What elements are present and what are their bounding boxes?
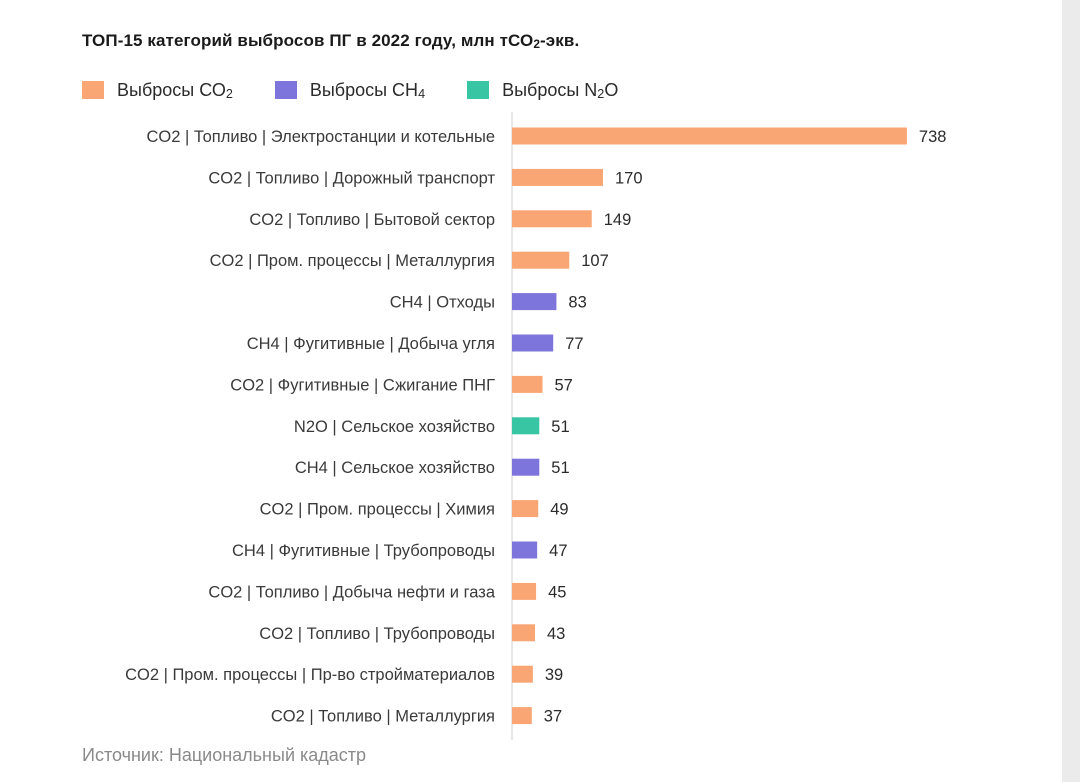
value-label: 57 — [555, 376, 573, 394]
bar-15 — [512, 707, 532, 725]
bar-3 — [512, 210, 592, 228]
bar-13 — [512, 624, 536, 642]
value-label: 51 — [551, 418, 569, 436]
category-label: CO2 | Топливо | Трубопроводы — [259, 625, 495, 643]
legend-label-ch4: Выбросы СН4 — [309, 79, 426, 101]
category-label: CH4 | Фугитивные | Трубопроводы — [232, 542, 495, 560]
source-note: Источник: Национальный кадастр — [82, 745, 367, 765]
bar-10 — [512, 500, 539, 518]
value-label: 45 — [548, 583, 566, 601]
bar-12 — [512, 582, 537, 600]
category-label: CH4 | Сельское хозяйство — [295, 459, 495, 477]
category-label: CO2 | Топливо | Бытовой сектор — [249, 211, 495, 229]
category-label: CO2 | Пром. процессы | Пр-во стройматери… — [125, 666, 495, 684]
category-label: CO2 | Пром. процессы | Химия — [260, 501, 495, 519]
value-label: 39 — [545, 666, 563, 684]
legend-item-co2: Выбросы СО2 — [82, 80, 233, 101]
bar-14 — [512, 665, 533, 683]
legend-item-ch4: Выбросы СН4 — [274, 79, 426, 101]
bar-9 — [512, 458, 540, 476]
category-label: CO2 | Топливо | Дорожный транспорт — [208, 169, 495, 187]
bar-1 — [512, 127, 907, 145]
bar-6 — [512, 334, 554, 352]
category-label: CO2 | Фугитивные | Сжигание ПНГ — [230, 376, 495, 394]
value-label: 49 — [550, 501, 568, 519]
bar-11 — [512, 541, 538, 559]
value-label: 149 — [604, 211, 632, 229]
category-label: CH4 | Отходы — [390, 294, 495, 312]
value-label: 43 — [547, 625, 565, 643]
chart-title: ТОП-15 категорий выбросов ПГ в 2022 году… — [82, 31, 580, 51]
legend-swatch-n2o — [467, 81, 490, 99]
bar-4 — [512, 251, 570, 269]
value-label: 83 — [568, 294, 586, 312]
legend-item-n2o: Выбросы N2O — [467, 80, 618, 101]
category-label: CO2 | Пром. процессы | Металлургия — [210, 252, 495, 270]
value-label: 37 — [544, 708, 562, 726]
chart-legend: Выбросы СО2 Выбросы СН4 Выбросы N2O — [82, 78, 660, 102]
bar-chart: CO2 | Топливо | Электростанции и котельн… — [125, 112, 947, 740]
bar-2 — [512, 168, 603, 186]
legend-swatch-ch4 — [274, 81, 297, 99]
legend-label-n2o: Выбросы N2O — [502, 79, 619, 101]
category-label: CO2 | Топливо | Добыча нефти и газа — [208, 583, 495, 601]
legend-label-co2: Выбросы СО2 — [117, 79, 233, 101]
value-label: 77 — [565, 335, 583, 353]
value-label: 107 — [581, 252, 609, 270]
value-label: 47 — [549, 542, 567, 560]
bar-7 — [512, 375, 543, 393]
category-label: CH4 | Фугитивные | Добыча угля — [247, 335, 495, 353]
category-label: N2O | Сельское хозяйство — [294, 418, 495, 436]
value-label: 738 — [919, 128, 947, 146]
bar-8 — [512, 417, 540, 435]
legend-swatch-co2 — [82, 81, 104, 99]
category-label: CO2 | Топливо | Металлургия — [271, 708, 495, 726]
value-label: 170 — [615, 169, 643, 187]
category-label: CO2 | Топливо | Электростанции и котельн… — [146, 128, 495, 146]
bar-5 — [512, 293, 557, 311]
value-label: 51 — [551, 459, 569, 477]
